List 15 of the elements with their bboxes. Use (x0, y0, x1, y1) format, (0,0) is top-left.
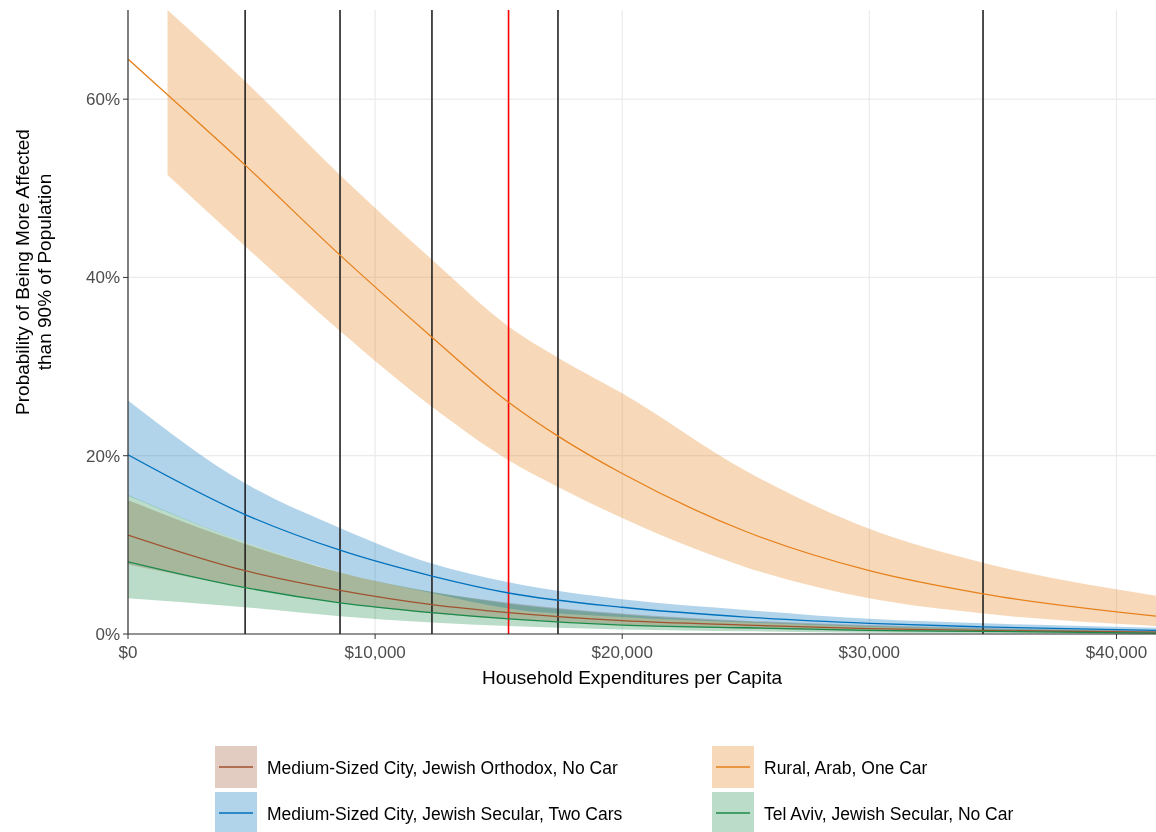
legend-label: Medium-Sized City, Jewish Orthodox, No Car (267, 758, 618, 778)
x-tick-label: $10,000 (344, 643, 406, 662)
legend-label: Rural, Arab, One Car (764, 758, 928, 778)
x-tick-label: $30,000 (838, 643, 901, 662)
legend-label: Medium-Sized City, Jewish Secular, Two Cars (267, 804, 623, 824)
y-axis-title: Probability of Being More Affected than 90% of Population (12, 129, 55, 415)
y-tick-label: 60% (85, 90, 120, 110)
legend-label: Tel Aviv, Jewish Secular, No Car (764, 804, 1014, 824)
y-tick-label: 40% (85, 268, 120, 288)
x-tick-label: $0 (118, 643, 138, 662)
x-tick-label: $20,000 (591, 643, 653, 662)
x-axis-title: Household Expenditures per Capita (482, 667, 783, 688)
y-tick-label: 20% (85, 446, 120, 466)
y-tick-label: 0% (95, 625, 120, 644)
x-tick-label: $40,000 (1085, 643, 1148, 662)
